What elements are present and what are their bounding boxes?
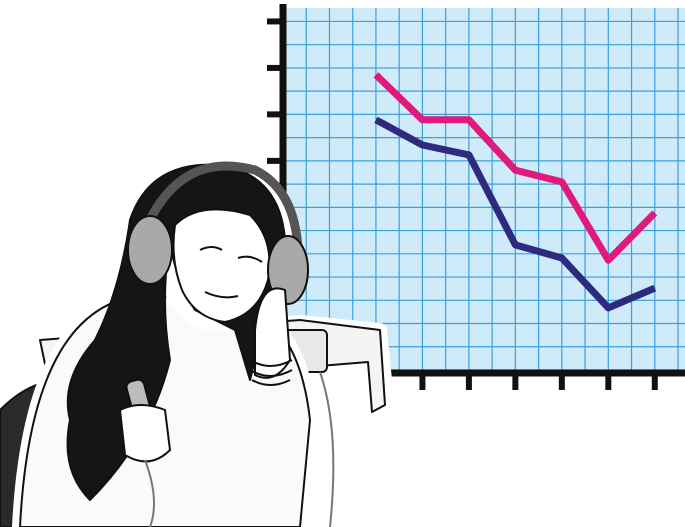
figure xyxy=(0,161,395,527)
lines xyxy=(373,72,658,312)
face xyxy=(172,208,271,323)
ear-cup xyxy=(267,235,309,305)
bracelets xyxy=(249,359,293,386)
headband xyxy=(140,161,303,251)
cables xyxy=(144,371,335,527)
ear-cup xyxy=(127,215,173,285)
hand xyxy=(119,404,171,463)
series-line xyxy=(373,72,658,264)
series-line xyxy=(374,116,657,312)
hand xyxy=(254,287,291,379)
grid xyxy=(282,8,685,371)
